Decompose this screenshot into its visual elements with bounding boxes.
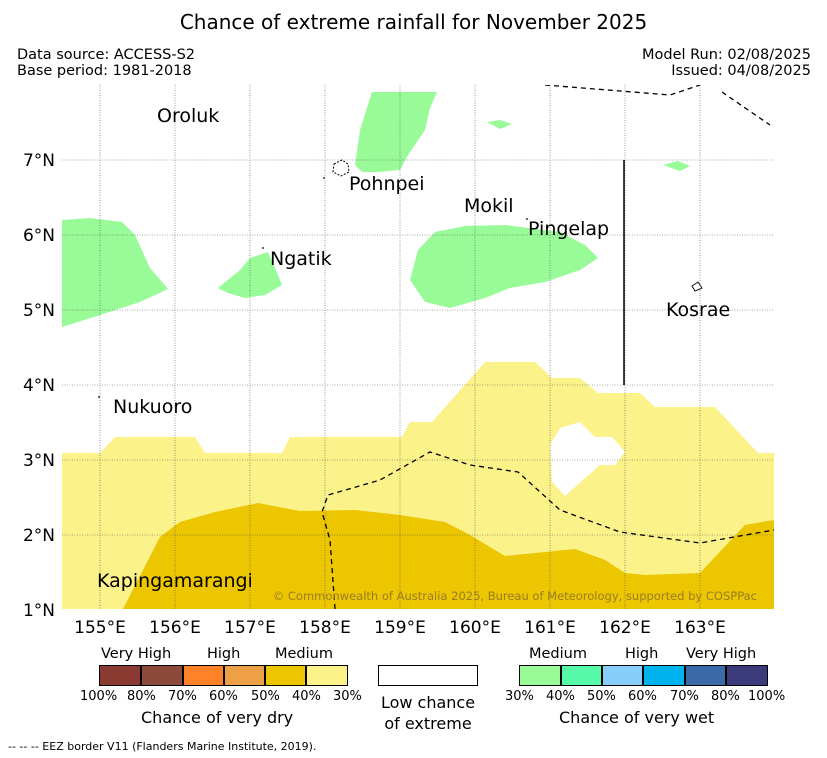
- wet-category-high: High: [625, 646, 659, 662]
- dry-category-medium: Medium: [275, 646, 333, 662]
- lon-tick: 163°E: [674, 618, 726, 638]
- dry-tick: 80%: [127, 689, 156, 704]
- wet-region-west: [62, 218, 168, 327]
- wet-tick: 60%: [628, 689, 657, 704]
- page-title: Chance of extreme rainfall for November …: [179, 10, 648, 34]
- dry-tick: 70%: [168, 689, 197, 704]
- rainfall-map: Oroluk Pohnpei Mokil Pingelap Ngatik Kos…: [23, 85, 774, 638]
- place-mokil: Mokil: [464, 195, 514, 217]
- low-chance-label-1: Low chance: [380, 693, 476, 712]
- lon-tick: 161°E: [524, 618, 576, 638]
- wet-region-pingelap: [410, 225, 598, 308]
- wet-swatch: [643, 665, 685, 686]
- dry-tick: 30%: [333, 689, 362, 704]
- wet-tick: 80%: [711, 689, 740, 704]
- lat-tick: 5°N: [23, 301, 55, 321]
- wet-patch-small-1: [487, 120, 512, 129]
- base-period: Base period: 1981-2018: [17, 63, 192, 79]
- place-oroluk: Oroluk: [157, 105, 219, 127]
- wet-tick: 70%: [670, 689, 699, 704]
- place-ngatik: Ngatik: [270, 248, 332, 270]
- dry-medium-dark-region: [123, 503, 774, 609]
- wet-swatch: [726, 665, 768, 686]
- lat-tick: 3°N: [23, 451, 55, 471]
- model-run: Model Run: 02/08/2025: [641, 47, 811, 63]
- low-chance-label-2: of extreme: [384, 714, 472, 733]
- place-kosrae: Kosrae: [666, 299, 730, 321]
- wet-legend-title: Chance of very wet: [559, 708, 715, 727]
- place-nukuoro: Nukuoro: [113, 396, 192, 418]
- lon-tick: 158°E: [299, 618, 351, 638]
- wet-patch-small-2: [663, 161, 690, 171]
- wet-swatch: [519, 665, 561, 686]
- lon-tick: 155°E: [74, 618, 126, 638]
- dry-swatch: [265, 665, 306, 686]
- lat-tick: 6°N: [23, 226, 55, 246]
- source-info: Data source: ACCESS-S2 Base period: 1981…: [17, 47, 195, 79]
- dry-swatch: [99, 665, 141, 686]
- lat-tick: 2°N: [23, 526, 55, 546]
- dry-category-high: High: [207, 646, 241, 662]
- wet-category-very-high: Very High: [686, 646, 757, 662]
- wet-category-medium: Medium: [529, 646, 587, 662]
- dry-tick: 50%: [251, 689, 280, 704]
- lat-tick: 4°N: [23, 376, 55, 396]
- wet-tick: 40%: [546, 689, 575, 704]
- wet-swatch: [602, 665, 643, 686]
- issued-date: Issued: 04/08/2025: [671, 63, 811, 79]
- pohnpei-islet: [323, 177, 325, 179]
- copyright-notice: © Commonwealth of Australia 2025, Bureau…: [273, 589, 757, 603]
- wet-swatch: [685, 665, 726, 686]
- lon-tick: 156°E: [149, 618, 201, 638]
- wet-tick: 100%: [748, 689, 786, 704]
- low-chance-swatch: [378, 665, 478, 686]
- lat-tick: 7°N: [23, 151, 55, 171]
- pingelap-atoll: [526, 218, 528, 220]
- kosrae-island: [691, 281, 703, 292]
- grid: [62, 85, 774, 609]
- dry-swatch: [183, 665, 224, 686]
- place-pohnpei: Pohnpei: [349, 173, 425, 195]
- nukuoro-atoll: [98, 396, 100, 398]
- lon-tick: 162°E: [599, 618, 651, 638]
- dry-swatch: [141, 665, 183, 686]
- eez-border: [321, 85, 774, 609]
- dry-category-very-high: Very High: [101, 646, 172, 662]
- data-source: Data source: ACCESS-S2: [17, 47, 196, 63]
- place-kapingamarangi: Kapingamarangi: [97, 570, 253, 592]
- dry-tick: 40%: [292, 689, 321, 704]
- dry-tick: 100%: [80, 689, 118, 704]
- dry-swatch: [224, 665, 265, 686]
- low-chance-hole: [550, 422, 625, 496]
- run-info: Model Run: 02/08/2025 Issued: 04/08/2025: [642, 47, 811, 79]
- wet-swatch: [561, 665, 602, 686]
- pohnpei-island: [332, 159, 350, 177]
- wet-tick: 30%: [505, 689, 534, 704]
- dry-tick: 60%: [209, 689, 238, 704]
- lon-tick: 159°E: [374, 618, 426, 638]
- lon-tick: 157°E: [224, 618, 276, 638]
- lon-tick: 160°E: [449, 618, 501, 638]
- lat-tick: 1°N: [23, 601, 55, 621]
- wet-tick: 50%: [587, 689, 616, 704]
- ngatik-atoll: [262, 247, 264, 249]
- eez-footnote: -- -- -- EEZ border V11 (Flanders Marine…: [8, 740, 317, 753]
- dry-swatch: [306, 665, 348, 686]
- dry-legend-title: Chance of very dry: [141, 708, 294, 727]
- wet-region-north: [355, 92, 437, 172]
- place-pingelap: Pingelap: [528, 218, 609, 240]
